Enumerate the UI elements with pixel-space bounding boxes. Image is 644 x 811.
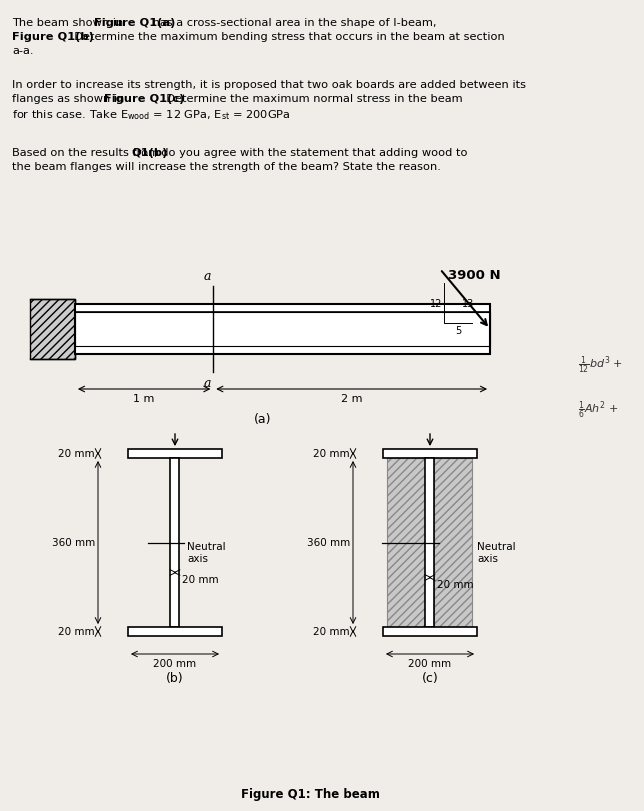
Text: Figure Q1(c): Figure Q1(c) [104, 94, 184, 104]
Text: 360 mm: 360 mm [52, 538, 95, 547]
Bar [128, 627, 222, 636]
Text: . Determine the maximum normal stress in the beam: . Determine the maximum normal stress in… [158, 94, 462, 104]
Text: 20 mm: 20 mm [59, 627, 95, 637]
Text: (b): (b) [166, 672, 184, 684]
Bar [128, 449, 222, 458]
Text: 5: 5 [455, 325, 461, 336]
Bar [75, 312, 490, 346]
Text: $\frac{1}{6}Ah^2$ +: $\frac{1}{6}Ah^2$ + [578, 400, 619, 421]
Text: Neutral: Neutral [477, 542, 516, 551]
Bar [75, 305, 490, 354]
Text: Figure Q1(b): Figure Q1(b) [12, 32, 94, 42]
Text: the beam flanges will increase the strength of the beam? State the reason.: the beam flanges will increase the stren… [12, 162, 441, 172]
Text: 20 mm: 20 mm [182, 575, 219, 585]
Text: flanges as shown in: flanges as shown in [12, 94, 128, 104]
Text: Figure Q1: The beam: Figure Q1: The beam [241, 787, 379, 800]
Bar [426, 458, 435, 627]
Text: 20 mm: 20 mm [59, 449, 95, 459]
Text: 1 m: 1 m [133, 393, 155, 404]
Text: . Determine the maximum bending stress that occurs in the beam at section: . Determine the maximum bending stress t… [67, 32, 505, 42]
Text: 13: 13 [462, 298, 474, 309]
Text: has a cross-sectional area in the shape of I-beam,: has a cross-sectional area in the shape … [149, 18, 437, 28]
Text: 2 m: 2 m [341, 393, 363, 404]
Bar [383, 627, 477, 636]
Bar [171, 458, 180, 627]
Text: $\frac{1}{12}bd^3$ +: $\frac{1}{12}bd^3$ + [578, 354, 623, 376]
Text: The beam shown in: The beam shown in [12, 18, 127, 28]
Bar [30, 299, 75, 359]
Text: Q1(b): Q1(b) [131, 148, 167, 158]
Text: 20 mm: 20 mm [314, 627, 350, 637]
Text: for this case. Take $\mathregular{E_{wood}}$ = 12 GPa, $\mathregular{E_{st}}$ = : for this case. Take $\mathregular{E_{woo… [12, 108, 290, 122]
Text: Based on the results from: Based on the results from [12, 148, 163, 158]
Bar [75, 346, 490, 354]
Text: axis: axis [187, 554, 209, 564]
Text: 12: 12 [430, 298, 442, 309]
Bar [435, 458, 473, 627]
Text: 20 mm: 20 mm [314, 449, 350, 459]
Text: (a): (a) [254, 413, 271, 426]
Text: Figure Q1(a): Figure Q1(a) [95, 18, 176, 28]
Text: , do you agree with the statement that adding wood to: , do you agree with the statement that a… [154, 148, 468, 158]
Text: a: a [204, 376, 211, 389]
Bar [388, 458, 426, 627]
Bar [383, 449, 477, 458]
Text: 200 mm: 200 mm [408, 659, 451, 668]
Text: axis: axis [477, 554, 498, 564]
Text: 200 mm: 200 mm [153, 659, 196, 668]
Text: 360 mm: 360 mm [307, 538, 350, 547]
Text: 20 mm: 20 mm [437, 580, 474, 590]
Bar [75, 305, 490, 312]
Text: In order to increase its strength, it is proposed that two oak boards are added : In order to increase its strength, it is… [12, 80, 526, 90]
Text: a-a.: a-a. [12, 46, 33, 56]
Text: Neutral: Neutral [187, 542, 226, 551]
Text: (c): (c) [422, 672, 439, 684]
Text: a: a [204, 270, 211, 283]
Text: 3900 N: 3900 N [448, 268, 500, 281]
